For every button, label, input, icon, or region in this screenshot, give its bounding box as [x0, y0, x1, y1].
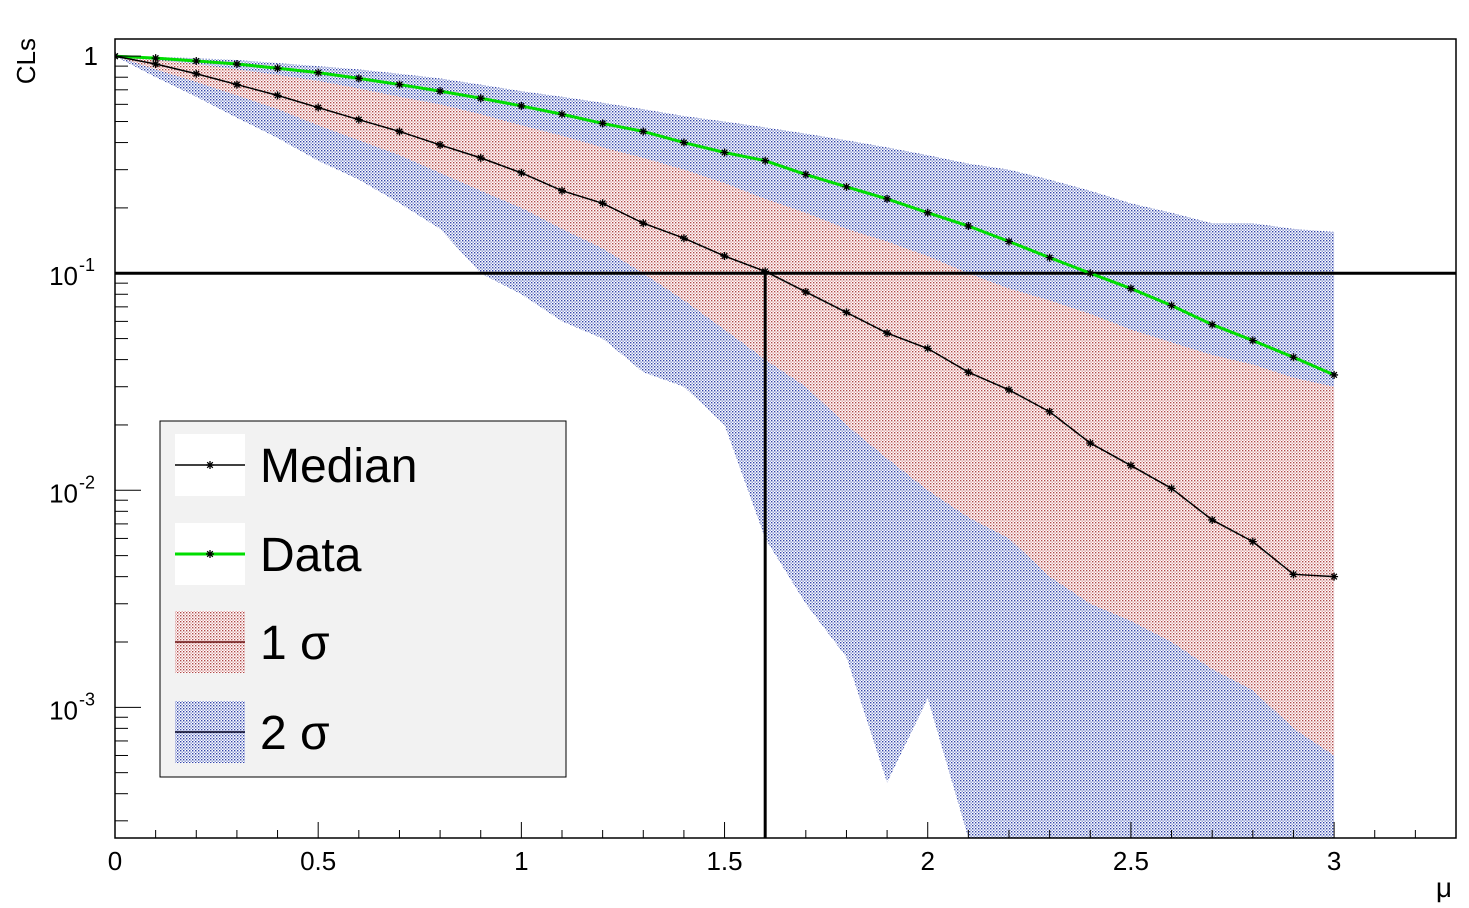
data-point	[1167, 301, 1176, 310]
x-tick-label: 2.5	[1113, 846, 1149, 876]
data-point	[192, 57, 201, 66]
data-point	[1248, 336, 1257, 345]
data-point	[964, 222, 973, 231]
data-point	[1289, 353, 1298, 362]
plot-frame	[114, 38, 1457, 839]
median-point	[1330, 572, 1339, 581]
y-tick-exponent: -2	[79, 472, 95, 492]
legend-label: Median	[260, 440, 417, 493]
data-point	[720, 148, 729, 157]
y-tick-exponent: -1	[79, 255, 95, 275]
data-point	[1330, 370, 1339, 379]
median-point	[476, 153, 485, 162]
data-point	[273, 64, 282, 73]
x-tick-label: 0	[108, 846, 122, 876]
data-point	[842, 182, 851, 191]
data-point	[232, 60, 241, 69]
x-axis: 0 0.5 1 1.5 2 2.5 3	[108, 822, 1457, 876]
data-point	[1208, 320, 1217, 329]
median-point	[436, 140, 445, 149]
series-lines	[115, 52, 1339, 581]
median-point	[923, 344, 932, 353]
median-point	[1005, 385, 1013, 394]
median-point	[1086, 439, 1095, 448]
y-tick-exponent: -3	[79, 689, 95, 709]
legend-label: Data	[260, 529, 362, 582]
legend-label: 1 σ	[260, 617, 330, 670]
data-point	[761, 156, 770, 165]
data-point	[558, 110, 566, 119]
median-point	[1126, 461, 1135, 470]
median-point	[273, 91, 282, 100]
data-point	[436, 87, 445, 96]
median-point	[314, 103, 323, 112]
median-point	[964, 368, 973, 377]
data-point	[598, 119, 607, 128]
median-point	[1248, 537, 1257, 546]
median-point	[232, 80, 241, 89]
median-point	[1167, 484, 1176, 493]
data-point	[476, 94, 485, 103]
data-point	[1126, 284, 1135, 293]
median-point	[1289, 570, 1298, 579]
data-point	[1045, 253, 1054, 262]
data-point	[801, 170, 810, 179]
median-point	[720, 252, 729, 261]
y-tick-label: 1	[84, 41, 98, 71]
median-point	[395, 127, 404, 136]
data-point	[883, 194, 892, 203]
median-point	[639, 219, 648, 228]
legend-swatch-marker	[206, 550, 214, 558]
median-point	[558, 186, 566, 195]
legend: Median Data 1 σ 2 σ	[159, 420, 567, 778]
x-tick-label: 0.5	[300, 846, 336, 876]
x-tick-label: 3	[1327, 846, 1341, 876]
x-tick-label: 1.5	[706, 846, 742, 876]
median-point	[354, 115, 363, 124]
median-point	[801, 287, 810, 296]
median-point	[1208, 515, 1217, 524]
legend-label: 2 σ	[260, 707, 330, 760]
data-point	[354, 74, 363, 83]
median-point	[151, 60, 160, 69]
median-point	[517, 168, 526, 177]
median-point	[679, 234, 688, 243]
data-point	[1005, 237, 1013, 246]
median-point	[883, 329, 892, 338]
y-axis-label: CLs	[11, 38, 41, 84]
data-point	[679, 138, 688, 147]
x-axis-label: μ	[1436, 872, 1452, 903]
legend-swatch-marker	[206, 461, 214, 469]
data-point	[151, 54, 160, 63]
x-tick-label: 2	[920, 846, 934, 876]
median-point	[1045, 407, 1054, 416]
data-point	[517, 101, 526, 110]
x-tick-label: 1	[514, 846, 528, 876]
y-tick-label: 10	[49, 261, 78, 291]
median-point	[842, 308, 851, 317]
band-1-sigma	[115, 56, 1335, 756]
median-point	[761, 267, 770, 276]
y-tick-label: 10	[49, 478, 78, 508]
data-point	[395, 80, 404, 89]
band-2-sigma	[115, 56, 1335, 838]
y-axis: 110-110-210-3	[49, 41, 141, 822]
data-point	[1086, 269, 1095, 278]
data-point	[923, 208, 932, 217]
uncertainty-bands	[115, 56, 1335, 838]
data-point	[314, 68, 323, 77]
data-point	[639, 127, 648, 136]
median-point	[192, 69, 201, 78]
median-point	[598, 199, 607, 208]
reference-lines	[115, 271, 1456, 838]
y-tick-label: 10	[49, 695, 78, 725]
